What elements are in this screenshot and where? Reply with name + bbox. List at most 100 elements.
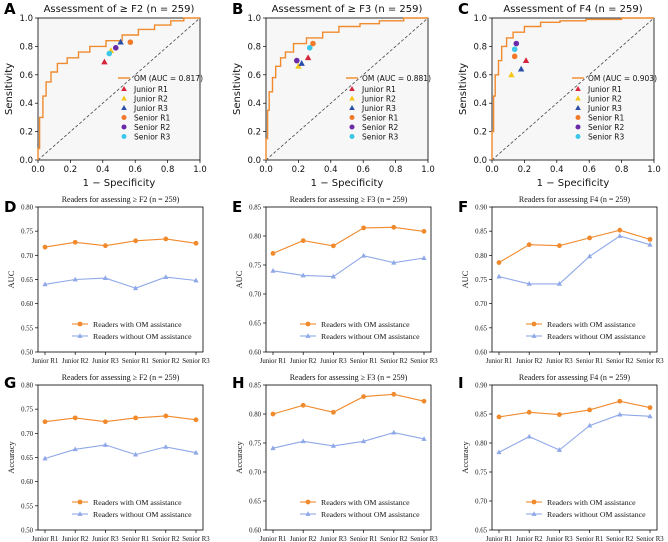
reader-panel-F: F Readers for assessing F4 (n = 259) 0.60 0… xyxy=(458,195,664,365)
x-tick-label: Junior R3 xyxy=(92,536,119,542)
x-tick-label: Senior R1 xyxy=(350,536,377,542)
with-om-line xyxy=(272,393,425,415)
panel-letter: B xyxy=(232,0,243,18)
chart-title: Readers for assessing ≥ F2 (n = 259) xyxy=(62,195,180,204)
roc-panel-C: C Assessment of F4 (n = 259) 0.0 0.2 0.4 0.6 0… xyxy=(458,0,661,189)
y-tick-label: 0.8 xyxy=(19,42,33,52)
with-om-point xyxy=(647,236,653,242)
y-tick-label: 0.65 xyxy=(249,499,261,506)
without-om-point xyxy=(270,445,276,451)
reader-point xyxy=(112,45,119,51)
legend-label: Readers with OM assistance xyxy=(321,498,410,507)
y-axis-label: AUC xyxy=(460,270,470,288)
plot-area xyxy=(37,384,204,531)
without-om-point xyxy=(421,436,427,441)
y-tick-label: 0.75 xyxy=(249,263,261,270)
without-om-point xyxy=(361,252,367,258)
y-tick-label: 0.55 xyxy=(21,503,33,510)
without-om-line xyxy=(44,276,197,289)
legend-marker xyxy=(349,95,355,101)
y-tick-label: 1.0 xyxy=(247,14,261,24)
y-tick-label: 0.85 xyxy=(249,383,261,390)
y-tick-label: 0.85 xyxy=(475,412,487,419)
legend-marker xyxy=(575,105,581,110)
reader-panel-G: G Readers for assessing ≥ F2 (n = 259) 0.5… xyxy=(4,373,210,542)
y-tick-label: 0.70 xyxy=(21,431,33,438)
without-om-point xyxy=(72,276,78,282)
legend-marker xyxy=(305,511,311,516)
legend-label: Readers without OM assistance xyxy=(321,332,420,341)
x-tick-label: Junior R3 xyxy=(546,358,573,365)
with-om-point xyxy=(526,242,532,248)
without-om-point xyxy=(133,451,139,457)
without-om-point xyxy=(617,411,623,417)
x-tick-label: 0.8 xyxy=(161,165,175,175)
legend-marker xyxy=(77,511,83,516)
y-tick-label: 0.90 xyxy=(475,383,487,390)
y-tick-label: 0.65 xyxy=(21,277,33,284)
legend-label: Senior R3 xyxy=(362,133,398,142)
with-om-point xyxy=(331,243,336,249)
y-tick-label: 0.65 xyxy=(249,321,261,328)
y-axis-label: Sensitivity xyxy=(458,63,469,115)
chart-title: Assessment of ≥ F2 (n = 259) xyxy=(44,4,195,15)
without-om-point xyxy=(391,259,397,265)
legend-label: Senior R1 xyxy=(134,114,170,123)
without-om-point xyxy=(391,429,397,435)
y-tick-label: 0.6 xyxy=(473,71,487,81)
x-tick-label: 0.0 xyxy=(259,165,273,175)
y-tick-label: 0.90 xyxy=(475,205,487,212)
y-tick-label: 0.50 xyxy=(21,350,33,357)
reader-point xyxy=(511,53,518,60)
with-om-point xyxy=(421,228,427,234)
x-tick-label: Senior R1 xyxy=(576,358,603,365)
x-tick-label: Senior R3 xyxy=(636,536,664,542)
legend-marker xyxy=(121,95,127,101)
reader-point xyxy=(508,71,515,78)
x-tick-label: 0.8 xyxy=(389,165,403,175)
y-tick-label: 1.0 xyxy=(19,14,33,24)
with-om-point xyxy=(496,414,502,420)
x-tick-label: Junior R2 xyxy=(62,536,89,542)
without-om-line xyxy=(272,432,425,449)
plot-area xyxy=(265,206,432,353)
with-om-point xyxy=(557,243,562,249)
reference-diagonal xyxy=(37,17,201,161)
x-tick-label: Senior R3 xyxy=(182,358,210,365)
with-om-point xyxy=(270,411,276,417)
y-tick-label: 0.80 xyxy=(249,234,261,241)
legend-label: Readers without OM assistance xyxy=(93,332,192,341)
x-tick-label: Senior R2 xyxy=(606,358,634,365)
legend-marker xyxy=(349,115,355,120)
legend-marker xyxy=(575,95,581,101)
reader-point xyxy=(513,40,520,47)
legend-marker xyxy=(77,499,83,505)
with-om-point xyxy=(103,419,108,425)
with-om-point xyxy=(133,415,139,421)
x-tick-label: Senior R1 xyxy=(576,536,603,542)
reader-point xyxy=(293,57,300,64)
legend-label: Junior R2 xyxy=(361,95,396,104)
legend-label: Junior R1 xyxy=(587,85,622,94)
panel-letter: C xyxy=(458,0,469,18)
legend-label: OM (AUC = 0.817) xyxy=(134,74,203,83)
legend-marker xyxy=(77,333,83,338)
with-om-point xyxy=(331,409,336,415)
y-tick-label: 0.80 xyxy=(21,205,33,212)
without-om-point xyxy=(300,438,306,444)
x-tick-label: Senior R1 xyxy=(122,536,149,542)
y-tick-label: 0.60 xyxy=(475,350,487,357)
panel-letter: E xyxy=(232,198,242,216)
x-tick-label: Senior R2 xyxy=(380,536,408,542)
y-tick-label: 0.2 xyxy=(19,128,33,138)
y-axis-label: Accuracy xyxy=(460,440,470,473)
y-axis-label: Sensitivity xyxy=(232,63,243,115)
legend-label: Junior R3 xyxy=(133,104,168,113)
with-om-point xyxy=(133,238,139,244)
legend-marker xyxy=(531,499,537,505)
legend-label: Junior R1 xyxy=(361,85,396,94)
x-tick-label: 1.0 xyxy=(647,165,661,175)
legend-marker xyxy=(121,134,127,139)
legend-label: Senior R2 xyxy=(134,123,170,132)
without-om-point xyxy=(617,233,623,238)
